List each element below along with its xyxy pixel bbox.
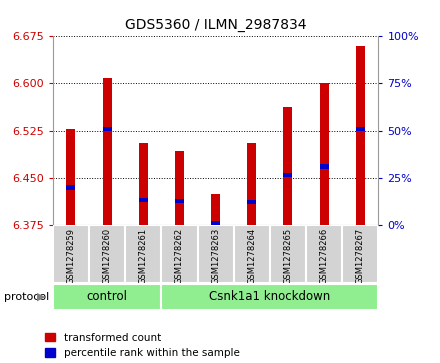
Bar: [319, 164, 329, 169]
Text: GSM1278259: GSM1278259: [66, 228, 75, 284]
FancyBboxPatch shape: [342, 225, 378, 283]
Bar: [211, 221, 220, 225]
Bar: [139, 198, 148, 202]
Bar: [247, 143, 256, 225]
Text: GSM1278264: GSM1278264: [247, 228, 256, 284]
FancyBboxPatch shape: [234, 225, 270, 283]
Text: GSM1278261: GSM1278261: [139, 228, 148, 284]
Text: GSM1278265: GSM1278265: [283, 228, 293, 284]
Bar: [283, 107, 293, 225]
Legend: transformed count, percentile rank within the sample: transformed count, percentile rank withi…: [45, 333, 239, 358]
Text: protocol: protocol: [4, 291, 50, 302]
Bar: [103, 127, 112, 131]
Text: control: control: [87, 290, 128, 303]
FancyBboxPatch shape: [306, 225, 342, 283]
Text: GSM1278260: GSM1278260: [103, 228, 112, 284]
Bar: [103, 78, 112, 225]
FancyBboxPatch shape: [53, 284, 161, 310]
FancyBboxPatch shape: [161, 225, 198, 283]
FancyBboxPatch shape: [198, 225, 234, 283]
FancyBboxPatch shape: [89, 225, 125, 283]
Bar: [283, 172, 293, 177]
Title: GDS5360 / ILMN_2987834: GDS5360 / ILMN_2987834: [125, 19, 306, 33]
Text: GSM1278266: GSM1278266: [319, 228, 329, 284]
Bar: [139, 143, 148, 225]
Bar: [356, 127, 365, 131]
Bar: [356, 46, 365, 225]
FancyBboxPatch shape: [125, 225, 161, 283]
Bar: [66, 185, 75, 189]
Text: GSM1278262: GSM1278262: [175, 228, 184, 284]
Bar: [66, 130, 75, 225]
Bar: [319, 83, 329, 225]
Bar: [175, 199, 184, 203]
FancyBboxPatch shape: [53, 225, 89, 283]
Text: ▶: ▶: [37, 291, 46, 302]
FancyBboxPatch shape: [161, 284, 378, 310]
Bar: [211, 193, 220, 225]
Text: GSM1278263: GSM1278263: [211, 228, 220, 284]
Bar: [247, 200, 256, 204]
Bar: [175, 151, 184, 225]
Text: Csnk1a1 knockdown: Csnk1a1 knockdown: [209, 290, 330, 303]
Text: GSM1278267: GSM1278267: [356, 228, 365, 284]
FancyBboxPatch shape: [270, 225, 306, 283]
